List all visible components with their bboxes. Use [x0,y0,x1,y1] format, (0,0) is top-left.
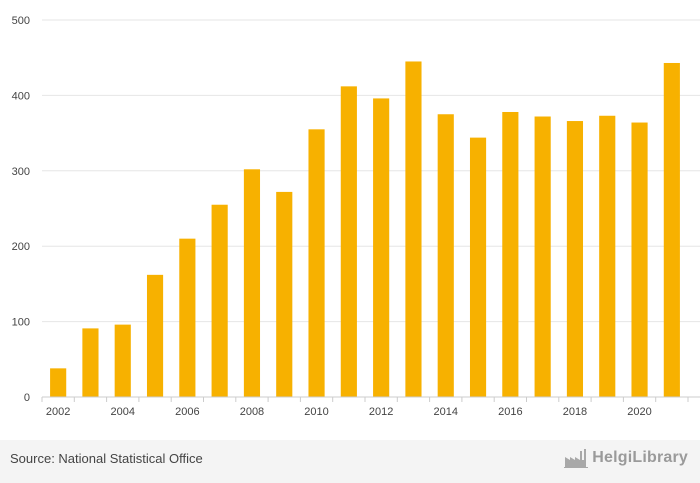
y-axis-tick-labels: 0 100 200 300 400 500 [12,15,30,404]
bar-2016[interactable] [502,111,519,398]
bar-2012[interactable] [373,98,390,398]
y-tick-label-100: 100 [12,317,30,329]
bar-2006[interactable] [179,238,196,397]
bar-2011[interactable] [340,86,357,397]
bar-2013[interactable] [405,61,422,397]
x-tick-label-2014: 2014 [434,406,458,418]
y-tick-label-500: 500 [12,15,30,27]
bar-2021[interactable] [663,62,680,397]
y-tick-label-300: 300 [12,166,30,178]
bar-2003[interactable] [82,328,99,397]
bar-2004[interactable] [114,324,131,397]
factory-icon [564,449,589,468]
y-gridlines [42,19,700,323]
x-tick-label-2018: 2018 [563,406,587,418]
x-tick-label-2012: 2012 [369,406,393,418]
x-axis-tick-labels: 2002 2004 2006 2008 2010 2012 2014 2016 2018 2020 [46,406,652,418]
x-axis-tick-marks [41,397,689,402]
bar-2020[interactable] [631,122,648,397]
x-tick-label-2004: 2004 [111,406,135,418]
bar-2017[interactable] [534,116,551,397]
bar-2015[interactable] [469,137,487,397]
x-tick-label-2016: 2016 [498,406,522,418]
bar-2002[interactable] [50,368,67,397]
y-tick-label-200: 200 [12,241,30,253]
x-tick-label-2002: 2002 [46,406,70,418]
bar-2019[interactable] [599,115,616,397]
x-tick-label-2020: 2020 [627,406,651,418]
brand-name: HelgiLibrary [592,449,688,466]
bar-2005[interactable] [146,274,164,397]
bar-2009[interactable] [276,191,293,397]
bar-chart: 0 100 200 300 400 500 2002 2004 2006 2008 2010 201… [12,15,700,418]
bar-2010[interactable] [308,129,325,397]
x-tick-label-2006: 2006 [175,406,199,418]
y-tick-label-400: 400 [12,90,30,102]
bar-series [50,61,680,398]
bar-2007[interactable] [211,204,228,397]
bar-2008[interactable] [243,169,261,397]
brand-logo[interactable]: HelgiLibrary [564,448,688,468]
x-tick-label-2010: 2010 [304,406,328,418]
x-tick-label-2008: 2008 [240,406,264,418]
source-note: Source: National Statistical Office [10,451,203,466]
bar-2018[interactable] [566,121,584,397]
y-tick-label-0: 0 [24,392,30,404]
chart-footer: Source: National Statistical Office Helg… [0,440,700,483]
bar-2014[interactable] [437,114,454,397]
